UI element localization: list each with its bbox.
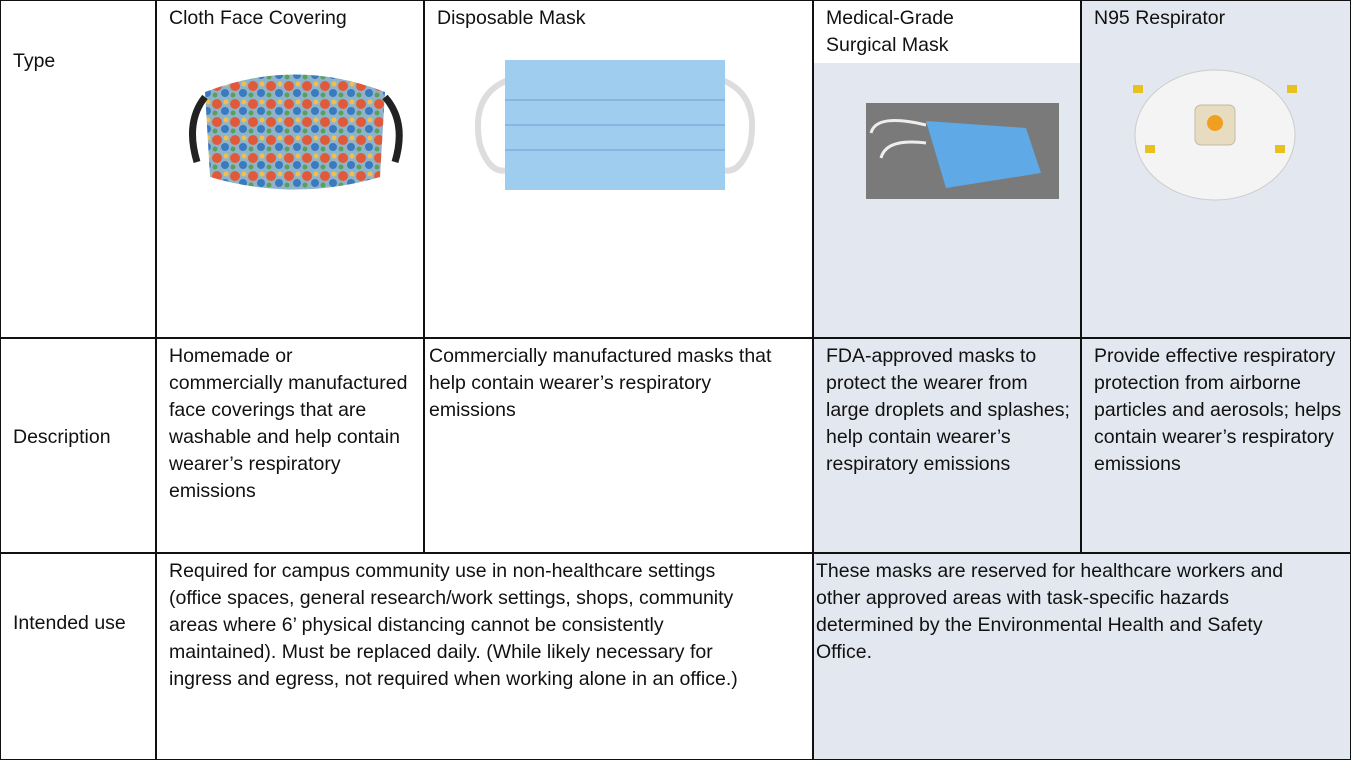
type-cell: Disposable Mask (424, 0, 813, 338)
row-header: Intended use (0, 553, 156, 760)
row-header: Type (0, 0, 156, 338)
type-label: Medical-Grade Surgical Mask (826, 7, 954, 56)
intended-use-cell: These masks are reserved for healthcare … (813, 553, 1351, 760)
surgical-mask-image (866, 103, 1059, 199)
intended-use-cell: Required for campus community use in non… (156, 553, 813, 760)
type-label: Cloth Face Covering (169, 7, 347, 29)
description-cell: Homemade or commercially manufactured fa… (156, 338, 424, 553)
disposable-mask-image (474, 60, 756, 190)
description-cell: Provide effective respiratory protection… (1081, 338, 1351, 553)
type-label: N95 Respirator (1094, 7, 1226, 29)
description-cell: FDA-approved masks to protect the wearer… (813, 338, 1081, 553)
n95-image (1133, 69, 1297, 201)
cloth-mask-image (189, 74, 403, 190)
type-label: Disposable Mask (437, 7, 586, 29)
type-cell: Cloth Face Covering (156, 0, 424, 338)
row-header: Description (0, 338, 156, 553)
description-cell: Commercially manufactured masks that hel… (424, 338, 813, 553)
